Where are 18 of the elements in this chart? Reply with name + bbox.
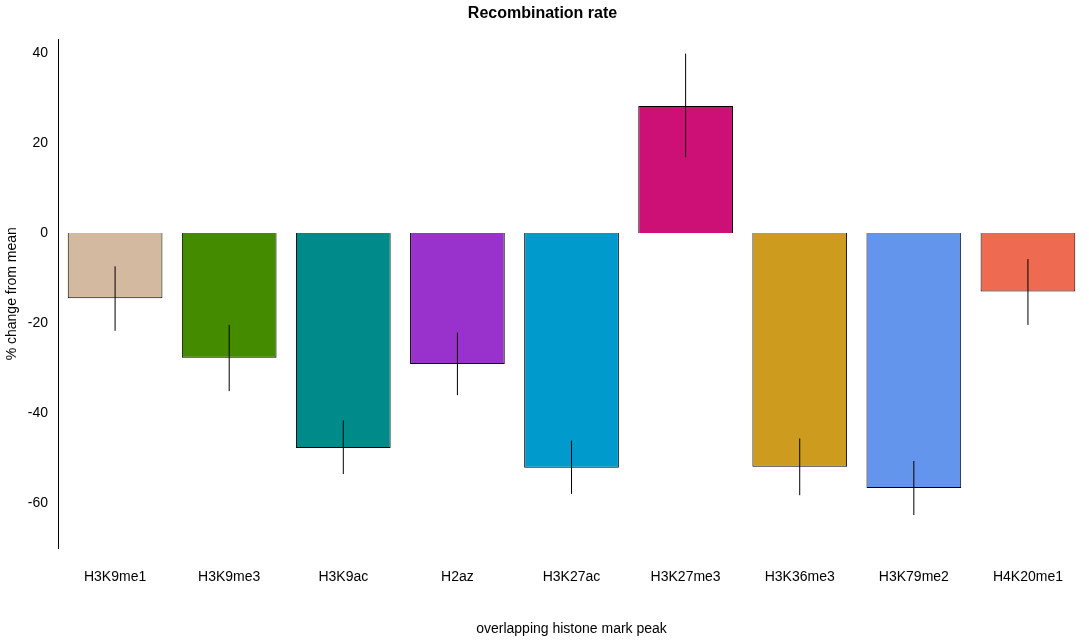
chart-title: Recombination rate [467, 4, 618, 22]
y-axis-title: % change from mean [3, 227, 20, 361]
y-tick-label: -20 [27, 313, 49, 330]
x-tick-label: H2az [441, 567, 474, 584]
x-tick-label: H3K9me3 [198, 567, 261, 584]
y-tick-label: -60 [27, 494, 49, 511]
x-axis-title: overlapping histone mark peak [476, 620, 668, 637]
x-tick-label: H3K36me3 [764, 567, 835, 584]
x-tick-label: H4K20me1 [992, 567, 1064, 584]
x-tick-label: H3K9ac [318, 567, 369, 584]
y-tick-label: -40 [27, 404, 49, 421]
y-tick-label: 40 [32, 43, 49, 60]
x-tick-label: H3K27me3 [650, 567, 721, 584]
y-tick-label: 20 [32, 133, 49, 150]
x-tick-label: H3K27ac [542, 567, 601, 584]
x-tick-label: H3K79me2 [878, 567, 950, 584]
y-tick-label: 0 [40, 223, 49, 240]
x-tick-label: H3K9me1 [83, 567, 147, 584]
